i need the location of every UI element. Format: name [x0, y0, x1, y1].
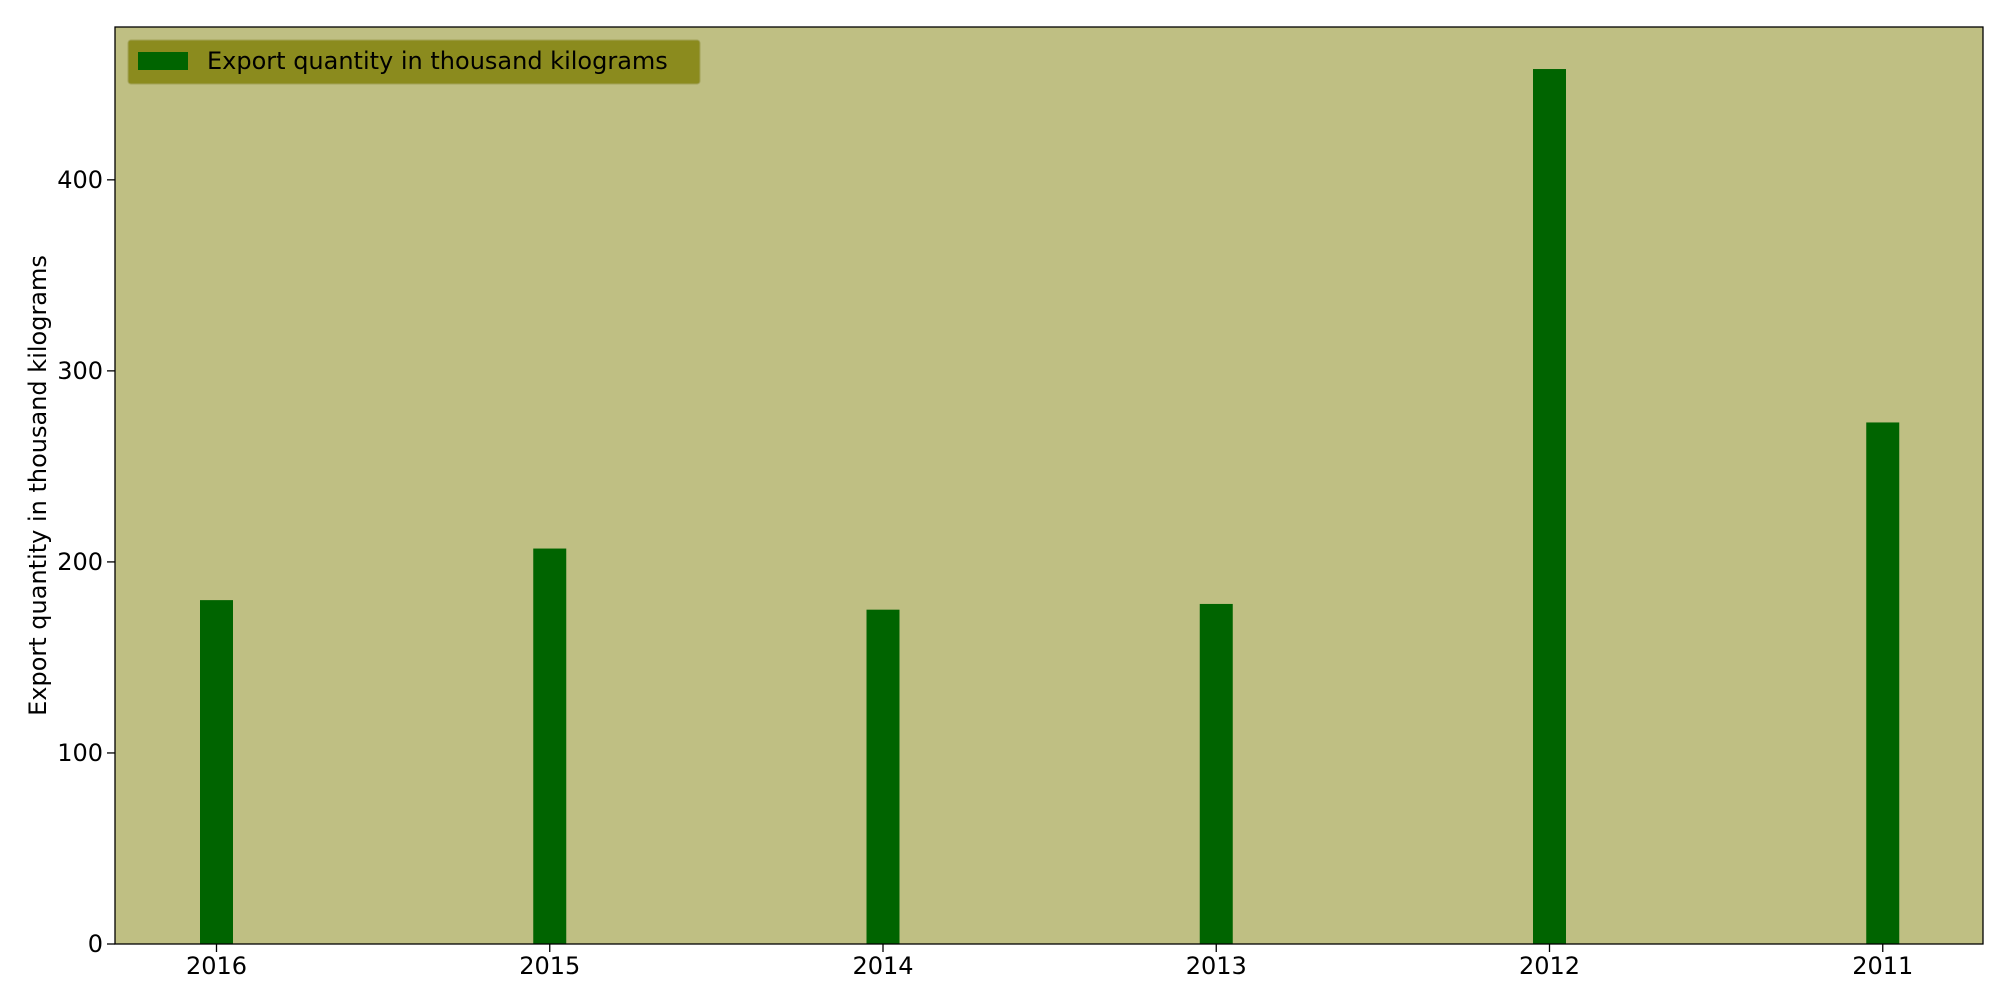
legend-box: [127, 39, 701, 85]
x-tick-label: 2012: [1519, 952, 1580, 980]
bars-layer: [200, 69, 1900, 944]
y-tick-label: 400: [57, 166, 103, 194]
legend-label: Export quantity in thousand kilograms: [207, 47, 668, 75]
bar-2014: [866, 609, 900, 944]
x-tick-label: 2013: [1186, 952, 1247, 980]
plot-frame: [114, 26, 1984, 945]
x-tick-label: 2014: [852, 952, 913, 980]
plot-area: [115, 27, 1983, 944]
y-tick-label: 300: [57, 357, 103, 385]
x-tick-label: 2016: [186, 952, 247, 980]
bar-2016: [200, 600, 233, 944]
y-tick-label: 100: [57, 739, 103, 767]
bar-2015: [533, 548, 567, 944]
y-tick-label: 0: [88, 930, 103, 958]
axes-layer: 0 100 200 300 400 2016 2015 2014 2013 2012 2011: [57, 26, 1984, 980]
y-axis-label: Export quantity in thousand kilograms: [24, 255, 52, 716]
y-tick-label: 200: [57, 548, 103, 576]
bar-2012: [1533, 69, 1566, 944]
legend-swatch: [138, 52, 188, 70]
bar-2011: [1866, 422, 1900, 944]
x-tick-label: 2015: [519, 952, 580, 980]
bar-2013: [1199, 603, 1233, 944]
x-tick-label: 2011: [1852, 952, 1913, 980]
legend: Export quantity in thousand kilograms: [127, 39, 701, 85]
